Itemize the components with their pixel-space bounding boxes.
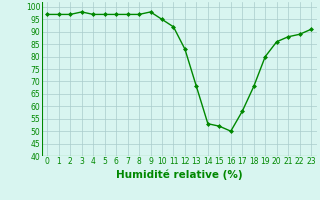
X-axis label: Humidité relative (%): Humidité relative (%) (116, 169, 243, 180)
